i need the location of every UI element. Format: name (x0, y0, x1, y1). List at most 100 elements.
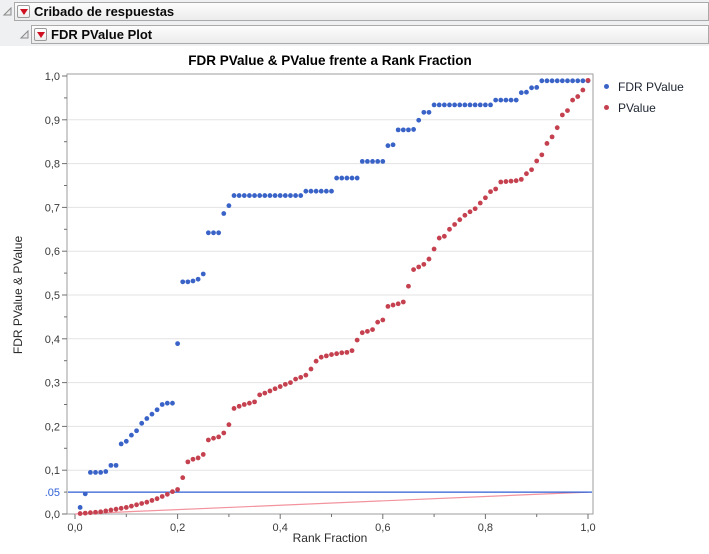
red-triangle-menu-icon[interactable] (17, 5, 30, 18)
data-point-pvalue[interactable] (436, 235, 442, 241)
data-point-pvalue[interactable] (575, 94, 581, 99)
data-point-pvalue[interactable] (170, 489, 175, 495)
data-point-pvalue[interactable] (190, 456, 196, 462)
data-point-pvalue[interactable] (288, 380, 293, 385)
data-point-pvalue[interactable] (257, 392, 263, 398)
data-point-pvalue[interactable] (82, 510, 88, 516)
data-point-fdr-pvalue[interactable] (323, 188, 329, 194)
data-point-pvalue[interactable] (216, 434, 222, 440)
data-point-fdr-pvalue[interactable] (452, 102, 458, 108)
data-point-fdr-pvalue[interactable] (498, 97, 504, 103)
data-point-fdr-pvalue[interactable] (318, 188, 324, 194)
data-point-pvalue[interactable] (370, 327, 375, 333)
data-point-fdr-pvalue[interactable] (534, 84, 540, 90)
data-point-fdr-pvalue[interactable] (503, 97, 509, 103)
data-point-pvalue[interactable] (503, 179, 509, 184)
data-point-fdr-pvalue[interactable] (513, 97, 519, 103)
data-point-pvalue[interactable] (518, 176, 524, 182)
disclosure-triangle-open-icon[interactable] (19, 29, 30, 40)
data-point-pvalue[interactable] (339, 350, 345, 356)
data-point-fdr-pvalue[interactable] (262, 193, 268, 198)
data-point-fdr-pvalue[interactable] (313, 188, 319, 194)
data-point-pvalue[interactable] (164, 491, 170, 497)
data-point-pvalue[interactable] (416, 264, 422, 270)
data-point-fdr-pvalue[interactable] (467, 102, 473, 108)
data-point-fdr-pvalue[interactable] (154, 407, 160, 413)
data-point-pvalue[interactable] (349, 348, 355, 354)
data-point-pvalue[interactable] (390, 302, 396, 308)
data-point-fdr-pvalue[interactable] (400, 127, 406, 133)
data-point-pvalue[interactable] (149, 498, 155, 503)
data-point-fdr-pvalue[interactable] (559, 78, 565, 84)
data-point-pvalue[interactable] (431, 246, 437, 252)
data-point-fdr-pvalue[interactable] (123, 438, 129, 444)
data-point-pvalue[interactable] (195, 455, 201, 461)
data-point-fdr-pvalue[interactable] (365, 159, 370, 164)
data-point-fdr-pvalue[interactable] (93, 469, 98, 475)
data-point-pvalue[interactable] (441, 233, 447, 239)
data-point-pvalue[interactable] (298, 374, 304, 380)
data-point-pvalue[interactable] (493, 186, 499, 192)
scatter-plot-area[interactable]: 0,0 0,1 0,2 0,3 0,4 0,5 0,6 0,7 0,8 0,9 1,0 0,0 0,2 0… (0, 46, 709, 554)
data-point-pvalue[interactable] (421, 261, 427, 267)
data-point-pvalue[interactable] (549, 134, 555, 140)
data-point-pvalue[interactable] (103, 508, 109, 514)
data-point-fdr-pvalue[interactable] (570, 78, 576, 84)
data-point-pvalue[interactable] (129, 503, 134, 509)
data-point-pvalue[interactable] (457, 217, 463, 223)
data-point-fdr-pvalue[interactable] (349, 175, 355, 181)
data-point-fdr-pvalue[interactable] (252, 193, 257, 198)
data-point-pvalue[interactable] (411, 267, 416, 272)
legend-item-fdr-pvalue[interactable]: FDR PValue (604, 76, 684, 97)
data-point-fdr-pvalue[interactable] (282, 193, 288, 198)
data-point-fdr-pvalue[interactable] (164, 400, 170, 406)
data-point-fdr-pvalue[interactable] (257, 193, 263, 198)
data-point-pvalue[interactable] (508, 178, 514, 184)
data-point-fdr-pvalue[interactable] (518, 90, 524, 96)
data-point-pvalue[interactable] (483, 195, 488, 201)
data-point-pvalue[interactable] (323, 353, 329, 359)
data-point-fdr-pvalue[interactable] (544, 78, 550, 84)
data-point-pvalue[interactable] (226, 422, 232, 428)
data-point-fdr-pvalue[interactable] (524, 89, 529, 95)
data-point-pvalue[interactable] (293, 376, 298, 382)
data-point-fdr-pvalue[interactable] (339, 175, 345, 181)
data-point-pvalue[interactable] (539, 152, 545, 158)
data-point-pvalue[interactable] (554, 125, 560, 131)
disclosure-triangle-open-icon[interactable] (2, 6, 13, 17)
data-point-fdr-pvalue[interactable] (421, 109, 427, 115)
data-point-fdr-pvalue[interactable] (370, 159, 375, 164)
outline-header-response-screening[interactable]: Cribado de respuestas (14, 2, 709, 21)
data-point-pvalue[interactable] (159, 494, 165, 499)
data-point-pvalue[interactable] (211, 435, 216, 441)
data-point-pvalue[interactable] (282, 381, 288, 387)
data-point-pvalue[interactable] (488, 189, 493, 195)
data-point-fdr-pvalue[interactable] (139, 420, 145, 426)
data-point-fdr-pvalue[interactable] (149, 411, 155, 417)
data-point-fdr-pvalue[interactable] (118, 441, 124, 447)
data-point-fdr-pvalue[interactable] (334, 175, 340, 181)
data-point-pvalue[interactable] (400, 299, 406, 305)
data-point-pvalue[interactable] (241, 402, 247, 407)
data-point-pvalue[interactable] (205, 437, 211, 443)
data-point-pvalue[interactable] (344, 349, 350, 355)
data-point-fdr-pvalue[interactable] (236, 193, 242, 198)
data-point-fdr-pvalue[interactable] (87, 469, 93, 475)
data-point-fdr-pvalue[interactable] (180, 279, 186, 285)
data-point-pvalue[interactable] (375, 319, 381, 325)
data-point-fdr-pvalue[interactable] (195, 276, 201, 282)
data-point-pvalue[interactable] (185, 459, 191, 465)
data-point-pvalue[interactable] (262, 390, 268, 396)
data-point-fdr-pvalue[interactable] (493, 97, 499, 103)
data-point-fdr-pvalue[interactable] (411, 127, 416, 132)
data-point-fdr-pvalue[interactable] (406, 127, 411, 133)
data-point-pvalue[interactable] (318, 354, 324, 360)
data-point-fdr-pvalue[interactable] (575, 78, 581, 84)
data-point-pvalue[interactable] (524, 171, 529, 177)
data-point-fdr-pvalue[interactable] (277, 193, 283, 198)
data-point-pvalue[interactable] (565, 108, 570, 114)
data-point-fdr-pvalue[interactable] (380, 159, 386, 164)
data-point-pvalue[interactable] (272, 386, 278, 392)
data-point-fdr-pvalue[interactable] (293, 193, 298, 198)
data-point-fdr-pvalue[interactable] (390, 142, 396, 148)
